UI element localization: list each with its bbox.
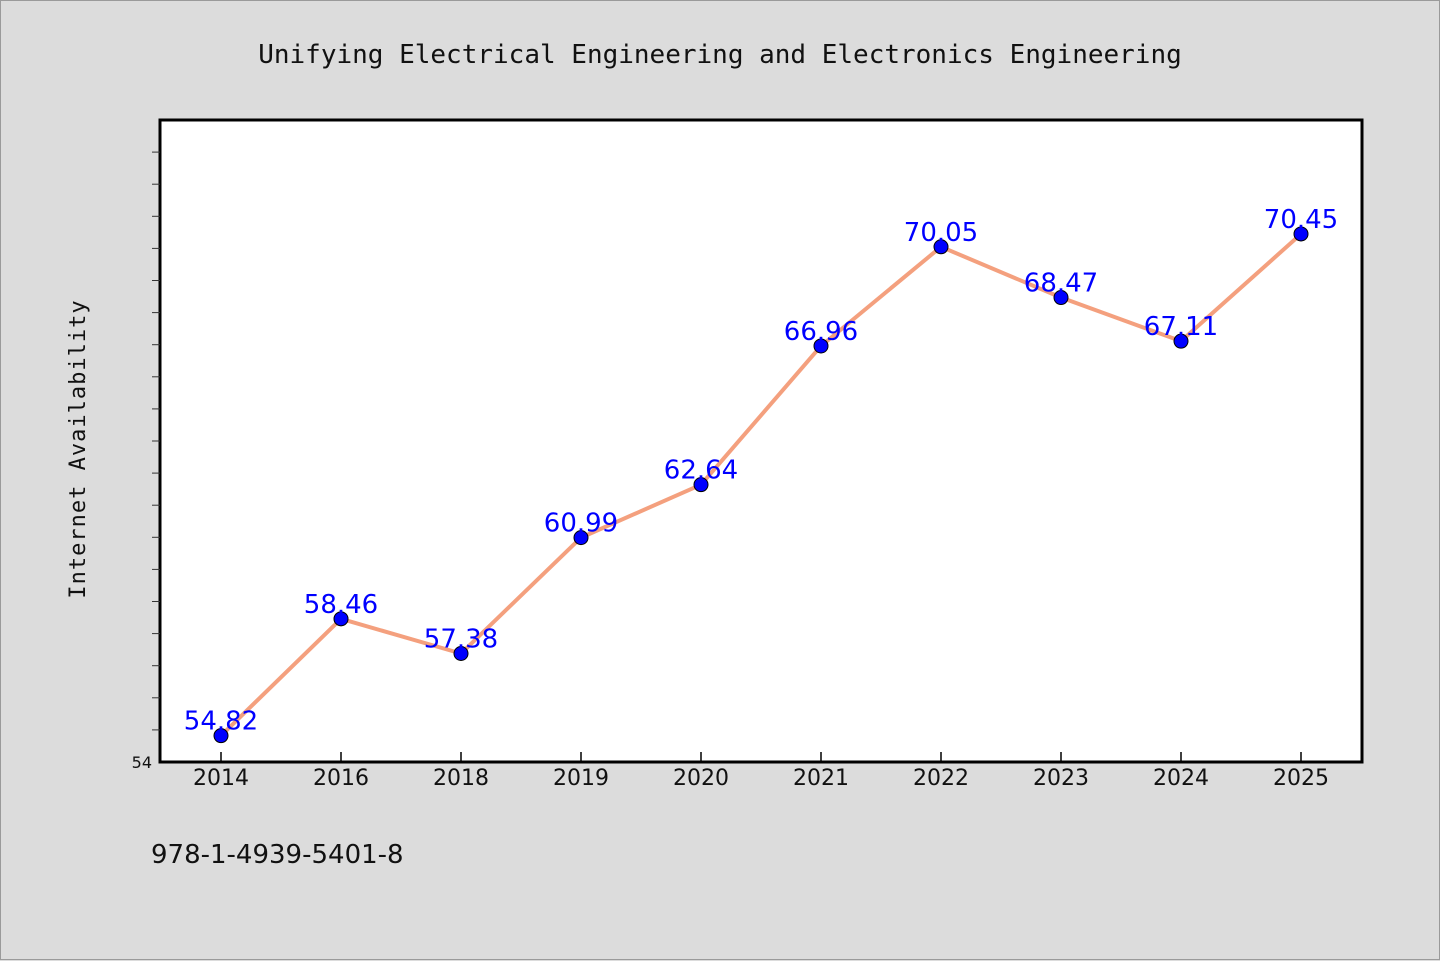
x-tick-label: 2014 xyxy=(193,766,249,791)
data-label: 70.45 xyxy=(1264,205,1338,235)
y-axis-ticks: 54 xyxy=(132,151,160,772)
data-point xyxy=(813,338,829,354)
x-tick-label: 2024 xyxy=(1153,766,1209,791)
data-point xyxy=(1293,226,1309,242)
series-line xyxy=(219,232,1303,738)
x-tick-label: 2025 xyxy=(1273,766,1329,791)
data-point xyxy=(333,611,349,627)
y-axis-label: Internet Availability xyxy=(66,299,91,598)
data-label: 62.64 xyxy=(664,456,738,486)
data-label: 54.82 xyxy=(184,707,258,737)
data-label: 66.96 xyxy=(784,317,858,347)
data-label: 60.99 xyxy=(544,509,618,539)
data-label: 68.47 xyxy=(1024,269,1098,299)
data-label: 67.11 xyxy=(1144,312,1218,342)
data-point xyxy=(693,477,709,493)
series-group: 54.82 58.46 57.38 60.99 62.64 66.96 70.05 68.47… xyxy=(184,205,1338,744)
data-point xyxy=(1053,290,1069,306)
x-tick-label: 2019 xyxy=(553,766,609,791)
plot-area xyxy=(158,118,1364,764)
isbn-text: 978-1-4939-5401-8 xyxy=(151,840,404,870)
x-tick-label: 2016 xyxy=(313,766,369,791)
data-point xyxy=(933,239,949,255)
data-label: 70.05 xyxy=(904,218,978,248)
data-point xyxy=(213,728,229,744)
data-label: 57.38 xyxy=(424,625,498,655)
data-label: 58.46 xyxy=(304,590,378,620)
x-axis-ticks: 2014 2016 2018 2019 2020 2021 2022 2023 2024 2025 xyxy=(193,752,1329,791)
chart-title: Unifying Electrical Engineering and Elec… xyxy=(258,40,1182,70)
x-tick-label: 2022 xyxy=(913,766,969,791)
data-point xyxy=(453,646,469,662)
data-point xyxy=(573,530,589,546)
x-tick-label: 2021 xyxy=(793,766,849,791)
x-tick-label: 2023 xyxy=(1033,766,1089,791)
x-tick-label: 2020 xyxy=(673,766,729,791)
data-point xyxy=(1173,333,1189,349)
y-tick-label: 54 xyxy=(132,753,152,772)
x-tick-label: 2018 xyxy=(433,766,489,791)
